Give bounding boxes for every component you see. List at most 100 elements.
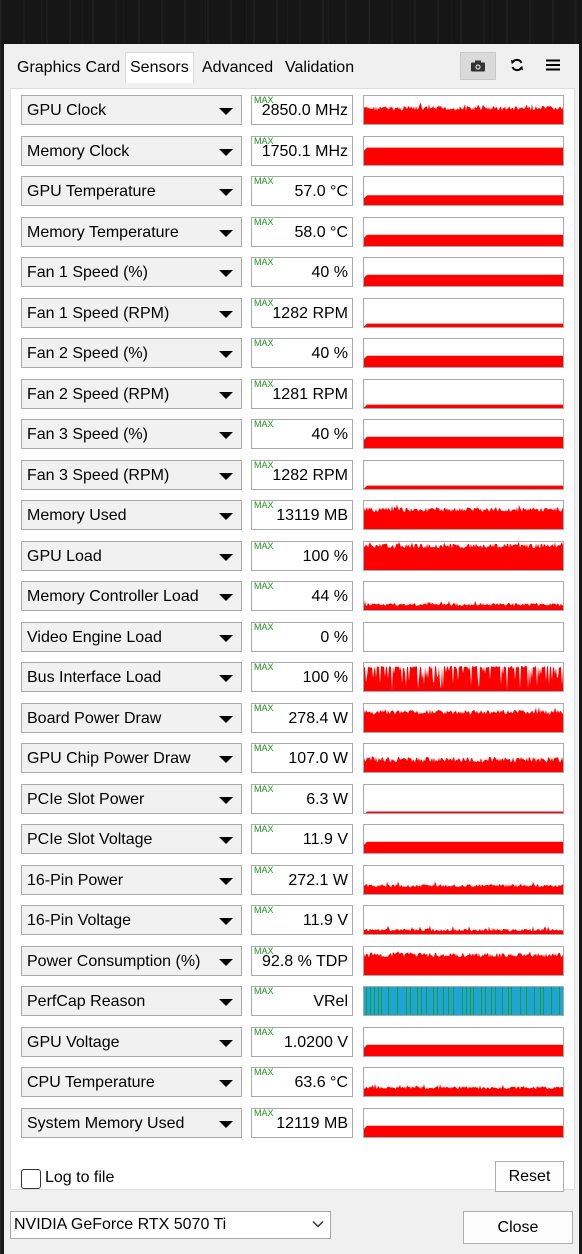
sensor-value-box[interactable]: MAX 2850.0 MHz	[251, 95, 353, 125]
sensor-name-dropdown[interactable]: Memory Used	[21, 500, 242, 530]
tab-advanced[interactable]: Advanced	[202, 59, 274, 76]
sensor-name-dropdown[interactable]: Memory Clock	[21, 136, 242, 166]
sensor-value-box[interactable]: MAX 272.1 W	[251, 865, 353, 895]
sensor-value-box[interactable]: MAX 58.0 °C	[251, 217, 353, 247]
sensor-value-box[interactable]: MAX 1282 RPM	[251, 298, 353, 328]
max-label: MAX	[254, 338, 274, 348]
sensor-name-dropdown[interactable]: Power Consumption (%)	[21, 946, 242, 976]
sensor-value-box[interactable]: MAX 40 %	[251, 419, 353, 449]
sensor-value-box[interactable]: MAX 44 %	[251, 581, 353, 611]
sensor-value-box[interactable]: MAX 6.3 W	[251, 784, 353, 814]
sensor-graph-fill	[364, 1125, 563, 1137]
sensor-name-dropdown[interactable]: 16-Pin Voltage	[21, 905, 242, 935]
sensor-name-dropdown[interactable]: Fan 3 Speed (RPM)	[21, 460, 242, 490]
sensor-value-box[interactable]: MAX 1281 RPM	[251, 379, 353, 409]
sensor-graph	[363, 986, 564, 1016]
sensor-row: PCIe Slot Voltage MAX 11.9 V	[21, 824, 566, 856]
sensor-value-box[interactable]: MAX 63.6 °C	[251, 1067, 353, 1097]
sensor-name-dropdown[interactable]: Board Power Draw	[21, 703, 242, 733]
dropdown-arrow-icon	[219, 1121, 233, 1128]
tab-sensors[interactable]: Sensors	[125, 52, 194, 83]
sensor-name-dropdown[interactable]: Fan 1 Speed (RPM)	[21, 298, 242, 328]
sensor-name-label: Bus Interface Load	[27, 669, 162, 686]
max-label: MAX	[254, 905, 274, 915]
sensor-value-box[interactable]: MAX VRel	[251, 986, 353, 1016]
reset-button[interactable]: Reset	[495, 1161, 564, 1192]
sensor-name-dropdown[interactable]: System Memory Used	[21, 1108, 242, 1138]
sensor-value-box[interactable]: MAX 12119 MB	[251, 1108, 353, 1138]
sensor-value-box[interactable]: MAX 11.9 V	[251, 905, 353, 935]
sensor-name-dropdown[interactable]: Memory Controller Load	[21, 581, 242, 611]
close-button[interactable]: Close	[463, 1211, 573, 1244]
sensor-row: Fan 3 Speed (%) MAX 40 %	[21, 419, 566, 451]
sensor-value-box[interactable]: MAX 40 %	[251, 257, 353, 287]
sensor-value-box[interactable]: MAX 278.4 W	[251, 703, 353, 733]
sensor-value-box[interactable]: MAX 57.0 °C	[251, 176, 353, 206]
sensor-name-label: Fan 3 Speed (RPM)	[27, 467, 170, 484]
sensor-value: 2850.0 MHz	[261, 102, 348, 119]
sensor-graph-plot	[364, 665, 563, 691]
sensor-name-dropdown[interactable]: PCIe Slot Voltage	[21, 824, 242, 854]
sensor-value-box[interactable]: MAX 0 %	[251, 622, 353, 652]
sensor-graph-fill	[364, 195, 563, 205]
sensor-name-dropdown[interactable]: Memory Temperature	[21, 217, 242, 247]
tab-graphics-card[interactable]: Graphics Card	[17, 59, 121, 76]
sensor-value-box[interactable]: MAX 1282 RPM	[251, 460, 353, 490]
sensor-value: 12119 MB	[276, 1115, 348, 1132]
sensor-value-box[interactable]: MAX 11.9 V	[251, 824, 353, 854]
sensor-graph	[363, 460, 564, 490]
sensor-name-dropdown[interactable]: Bus Interface Load	[21, 662, 242, 692]
sensor-name-dropdown[interactable]: PCIe Slot Power	[21, 784, 242, 814]
sensor-name-dropdown[interactable]: GPU Temperature	[21, 176, 242, 206]
gpu-select[interactable]: NVIDIA GeForce RTX 5070 Ti	[10, 1211, 331, 1239]
chevron-down-icon	[312, 1220, 324, 1228]
sensor-graph	[363, 257, 564, 287]
sensor-name-dropdown[interactable]: GPU Chip Power Draw	[21, 743, 242, 773]
sensor-graph-plot	[364, 274, 563, 286]
sensor-name-dropdown[interactable]: GPU Voltage	[21, 1027, 242, 1057]
sensor-name-dropdown[interactable]: Fan 2 Speed (%)	[21, 338, 242, 368]
sensor-name-label: CPU Temperature	[27, 1074, 155, 1091]
gpu-z-window: Graphics Card Sensors Advanced Validatio…	[4, 44, 579, 1254]
tab-validation[interactable]: Validation	[285, 59, 355, 76]
sensor-name-label: Fan 1 Speed (RPM)	[27, 305, 170, 322]
sensor-graph-plot	[364, 755, 563, 772]
sensor-value-box[interactable]: MAX 100 %	[251, 541, 353, 571]
sensor-value-box[interactable]: MAX 92.8 % TDP	[251, 946, 353, 976]
sensor-value-box[interactable]: MAX 100 %	[251, 662, 353, 692]
sensor-row: Video Engine Load MAX 0 %	[21, 622, 566, 654]
sensor-value-box[interactable]: MAX 13119 MB	[251, 500, 353, 530]
log-to-file-label: Log to file	[45, 1169, 115, 1186]
sensor-name-dropdown[interactable]: GPU Load	[21, 541, 242, 571]
sensor-value: 63.6 °C	[294, 1074, 348, 1091]
menu-button[interactable]	[536, 52, 570, 78]
max-label: MAX	[254, 298, 274, 308]
max-label: MAX	[254, 1108, 274, 1118]
sensor-value-box[interactable]: MAX 40 %	[251, 338, 353, 368]
sensor-name-dropdown[interactable]: 16-Pin Power	[21, 865, 242, 895]
dropdown-arrow-icon	[219, 270, 233, 277]
sensor-name-dropdown[interactable]: Fan 3 Speed (%)	[21, 419, 242, 449]
sensor-name-dropdown[interactable]: PerfCap Reason	[21, 986, 242, 1016]
sensor-name-label: Fan 2 Speed (%)	[27, 345, 148, 362]
sensor-name-dropdown[interactable]: Fan 2 Speed (RPM)	[21, 379, 242, 409]
log-to-file-checkbox[interactable]	[21, 1169, 41, 1189]
max-label: MAX	[254, 865, 274, 875]
sensor-row: 16-Pin Power MAX 272.1 W	[21, 865, 566, 897]
sensor-value-box[interactable]: MAX 1.0200 V	[251, 1027, 353, 1057]
sensor-value: 44 %	[311, 588, 348, 605]
sensor-graph	[363, 338, 564, 368]
sensor-value: 1282 RPM	[272, 305, 348, 322]
sensor-value-box[interactable]: MAX 107.0 W	[251, 743, 353, 773]
sensor-name-dropdown[interactable]: CPU Temperature	[21, 1067, 242, 1097]
screenshot-button[interactable]	[460, 52, 496, 80]
max-label: MAX	[254, 217, 274, 227]
sensor-name-dropdown[interactable]: Fan 1 Speed (%)	[21, 257, 242, 287]
sensor-name-dropdown[interactable]: GPU Clock	[21, 95, 242, 125]
sensor-value-box[interactable]: MAX 1750.1 MHz	[251, 136, 353, 166]
sensor-graph-fill	[364, 600, 563, 610]
sensor-value: VRel	[313, 993, 348, 1010]
sensor-name-dropdown[interactable]: Video Engine Load	[21, 622, 242, 652]
refresh-button[interactable]	[500, 52, 534, 78]
sensor-graph-plot	[364, 234, 563, 246]
